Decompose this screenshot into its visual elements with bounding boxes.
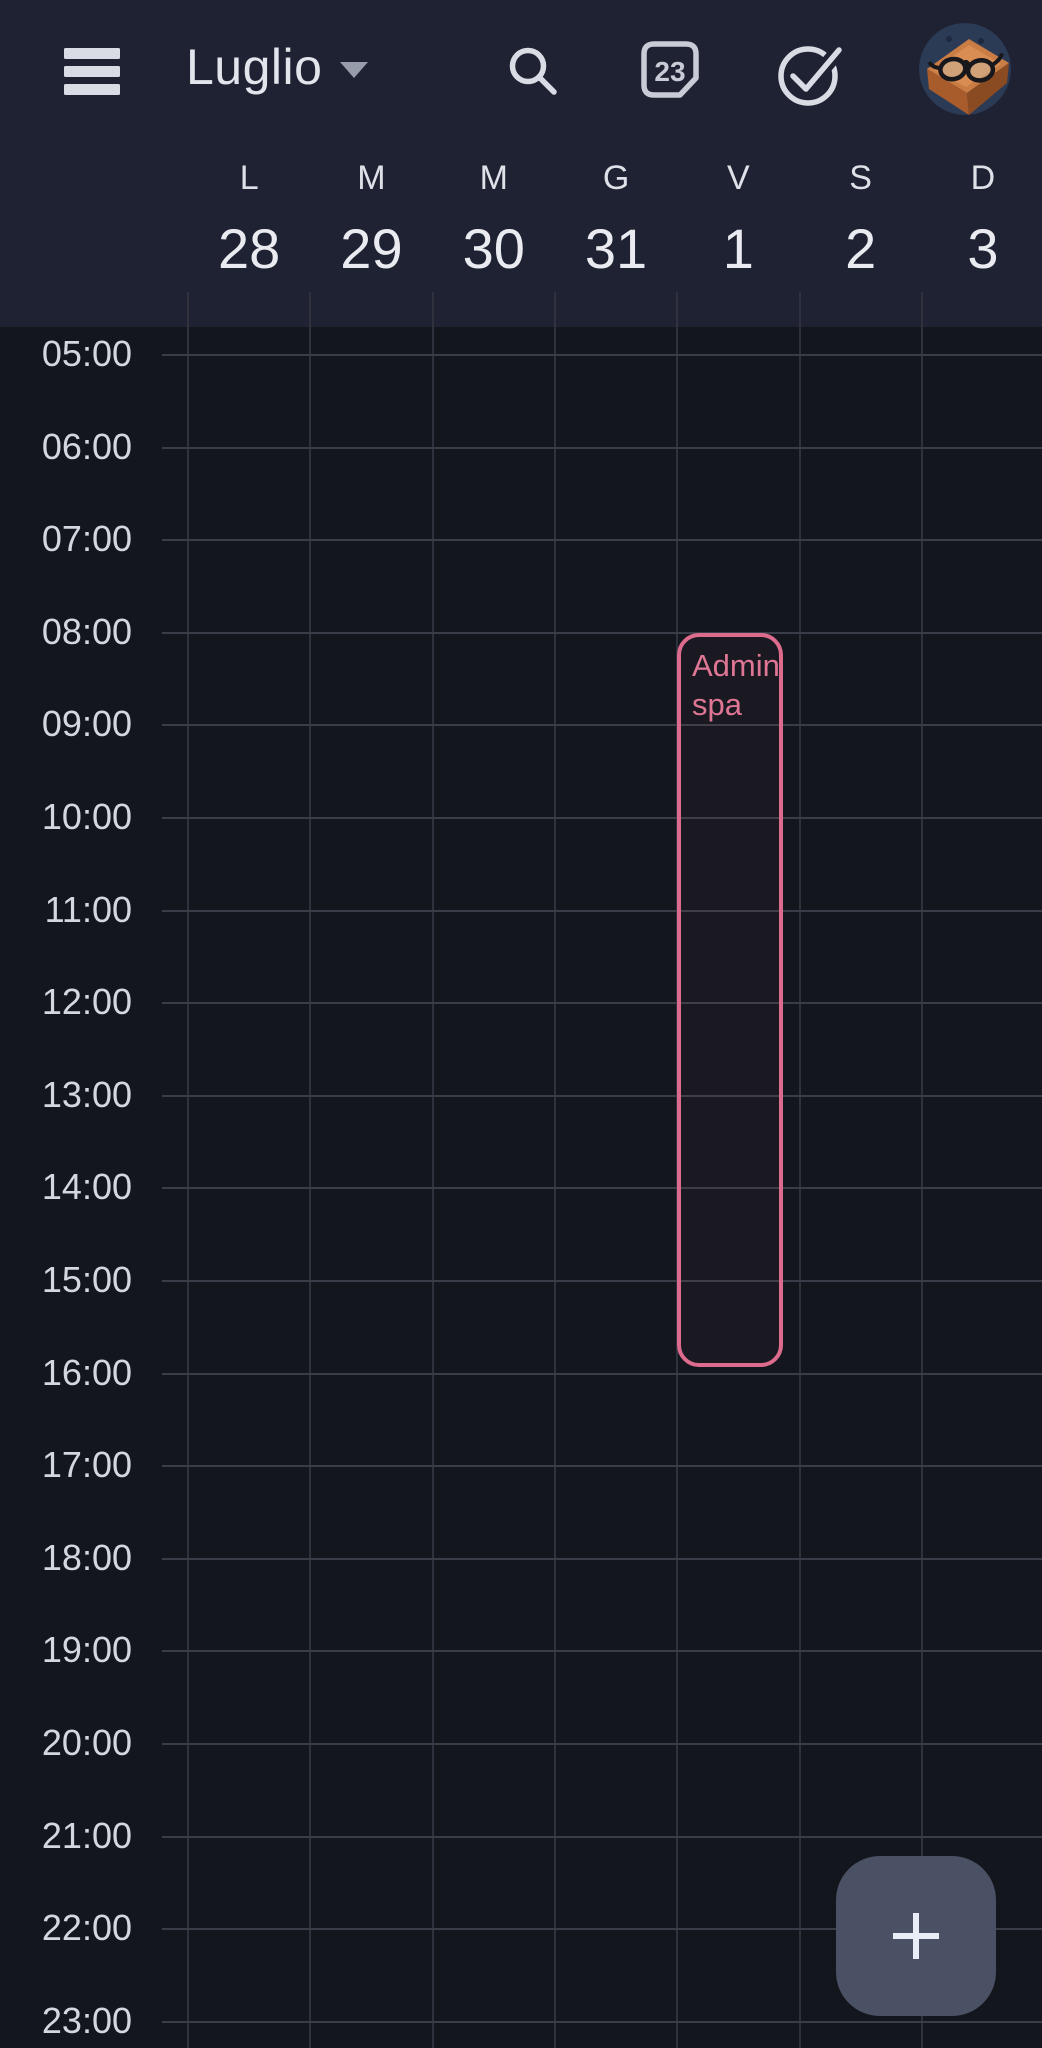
grid-hour-line [162, 2020, 1042, 2023]
search-button[interactable] [501, 39, 565, 103]
day-header-cell[interactable]: M 30 [433, 150, 555, 295]
grid-hour-line [162, 909, 1042, 912]
time-label: 17:00 [41, 1444, 132, 1486]
event-title: Admin spa [692, 648, 780, 722]
time-label: 14:00 [41, 1166, 132, 1208]
day-date: 29 [340, 217, 403, 280]
grid-vertical-line [431, 292, 434, 2048]
grid-hour-line [162, 446, 1042, 449]
time-label: 12:00 [41, 981, 132, 1023]
check-circle-icon [778, 42, 847, 106]
day-letter: M [357, 159, 386, 197]
day-date: 28 [218, 217, 281, 280]
calendar-today-icon: 23 [641, 41, 699, 98]
day-letter: S [849, 159, 872, 197]
time-label: 06:00 [41, 425, 132, 467]
header-band: Luglio 23 [0, 0, 1042, 327]
grid-hour-line [162, 1372, 1042, 1375]
day-letter: G [602, 159, 630, 197]
day-header-cell[interactable]: G 31 [555, 150, 677, 295]
time-label: 09:00 [41, 703, 132, 745]
grid-hour-line [162, 1280, 1042, 1282]
grid-hour-line [162, 817, 1042, 819]
time-label: 10:00 [41, 796, 132, 838]
time-label: 22:00 [41, 1907, 132, 1949]
tasks-button[interactable] [772, 35, 850, 111]
time-label: 08:00 [41, 610, 132, 652]
event-chip[interactable]: Admin spa [677, 633, 783, 1367]
day-letter: V [726, 159, 750, 197]
grid-hour-line [162, 1002, 1042, 1005]
time-label: 07:00 [41, 518, 132, 560]
time-label: 21:00 [41, 1814, 132, 1856]
month-label: Luglio [186, 39, 323, 95]
day-letter: D [970, 159, 996, 197]
hamburger-menu-button[interactable] [60, 40, 124, 102]
grid-hour-line [162, 1094, 1042, 1097]
grid-hour-line [162, 1928, 1042, 1931]
plus-icon [893, 1913, 939, 1959]
grid-vertical-line [553, 292, 556, 2048]
grid-hour-line [162, 1557, 1042, 1560]
time-label: 05:00 [41, 333, 132, 375]
time-label: 11:00 [44, 888, 132, 930]
grid-hour-line [162, 724, 1042, 727]
day-date: 3 [967, 217, 999, 280]
grid-hour-line [162, 1743, 1042, 1745]
chevron-down-icon [340, 62, 369, 78]
time-label: 19:00 [41, 1629, 132, 1671]
month-selector[interactable]: Luglio [186, 28, 369, 106]
day-date: 31 [584, 217, 648, 280]
day-date: 30 [462, 217, 525, 280]
day-header-cell[interactable]: L 28 [188, 150, 310, 295]
grid-hour-line [162, 631, 1042, 634]
avatar-glasses-illustration [919, 23, 1011, 115]
day-date: 1 [722, 217, 754, 280]
grid-hour-line [162, 1465, 1042, 1468]
time-label: 18:00 [41, 1536, 132, 1578]
today-date-number: 23 [654, 56, 685, 87]
time-label: 20:00 [41, 1722, 132, 1764]
day-header-cell[interactable]: M 29 [310, 150, 432, 295]
grid-vertical-line [798, 292, 801, 2048]
time-label: 13:00 [41, 1073, 132, 1115]
create-event-fab[interactable] [836, 1856, 996, 2016]
grid-vertical-line [187, 292, 189, 2048]
time-label: 16:00 [41, 1351, 132, 1393]
day-letter: L [239, 159, 259, 197]
grid-vertical-line [309, 292, 312, 2048]
grid-hour-line [162, 1650, 1042, 1653]
account-avatar[interactable] [919, 23, 1011, 115]
time-label: 15:00 [41, 1259, 132, 1301]
day-letter: M [479, 159, 508, 197]
jump-to-today-button[interactable]: 23 [638, 38, 702, 104]
search-icon [509, 47, 557, 95]
grid-hour-line [162, 354, 1042, 356]
day-date: 2 [845, 217, 877, 280]
grid-vertical-line [920, 292, 923, 2048]
grid-hour-line [162, 1835, 1042, 1838]
hamburger-menu-icon [64, 47, 120, 95]
time-label: 23:00 [41, 1999, 132, 2041]
grid-hour-line [162, 1187, 1042, 1190]
grid-hour-line [162, 539, 1042, 542]
